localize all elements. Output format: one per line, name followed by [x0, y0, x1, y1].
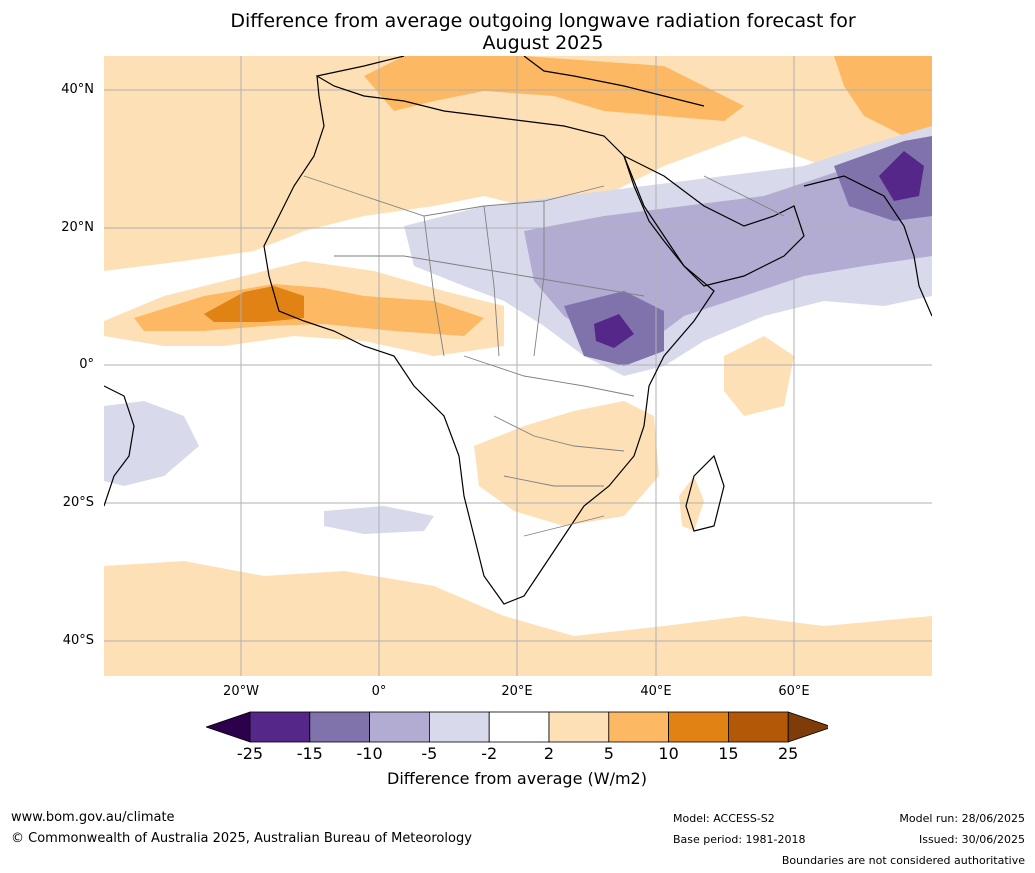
- anomaly-region-west-africa-core: [134, 284, 484, 336]
- colorbar-tick-label: 25: [778, 744, 799, 763]
- map-gridlines: [104, 56, 932, 676]
- colorbar-graphic: [204, 711, 834, 743]
- title-line-2: August 2025: [482, 32, 604, 54]
- colorbar: [204, 711, 834, 747]
- colorbar-segment: [668, 711, 729, 743]
- lon-label-40e: 40°E: [640, 684, 672, 699]
- chart-title: Difference from average outgoing longwav…: [130, 10, 956, 54]
- footer-disclaimer: Boundaries are not considered authoritat…: [781, 854, 1025, 867]
- footer-model-run: Model run: 28/06/2025: [899, 812, 1025, 825]
- colorbar-tick-label: 2: [543, 744, 555, 763]
- anomaly-region-central-asia: [834, 56, 932, 136]
- colorbar-segment: [428, 711, 490, 743]
- colorbar-segment: [608, 711, 669, 743]
- anomaly-region-southern-africa: [474, 401, 659, 526]
- colorbar-extend-low: [204, 711, 251, 743]
- footer-copyright: © Commonwealth of Australia 2025, Austra…: [11, 831, 472, 846]
- colorbar-segment: [309, 711, 371, 743]
- anomaly-region-south-positive: [104, 561, 932, 676]
- colorbar-tick-label: -10: [356, 744, 383, 763]
- lat-label-20s: 20°S: [62, 495, 94, 510]
- lon-label-20e: 20°E: [501, 684, 533, 699]
- coastlines: [104, 56, 932, 605]
- anomaly-region-east-africa-peak: [594, 314, 634, 348]
- lon-label-0: 0°: [371, 684, 387, 699]
- colorbar-segment: [249, 711, 311, 743]
- colorbar-tick-label: -2: [481, 744, 498, 763]
- colorbar-segment: [488, 711, 550, 743]
- title-line-1: Difference from average outgoing longwav…: [230, 10, 856, 32]
- colorbar-extend-high: [787, 711, 834, 743]
- lon-label-20w: 20°W: [223, 684, 259, 699]
- lat-label-40s: 40°S: [62, 633, 94, 648]
- anomaly-region-mediterranean: [364, 56, 744, 121]
- colorbar-tick-label: -15: [296, 744, 323, 763]
- colorbar-tick-label: -25: [236, 744, 264, 763]
- colorbar-tick-label: 10: [658, 744, 679, 763]
- colorbar-tick-label: -5: [421, 744, 438, 763]
- footer-model: Model: ACCESS-S2: [673, 812, 775, 825]
- olr-anomaly-map: [104, 56, 932, 676]
- colorbar-segment: [548, 711, 610, 743]
- footer-base-period: Base period: 1981-2018: [673, 833, 806, 846]
- colorbar-label: Difference from average (W/m2): [387, 769, 647, 788]
- anomaly-region-india-peak: [879, 151, 924, 201]
- anomaly-region-indian-ocean: [724, 336, 794, 416]
- lat-label-20n: 20°N: [61, 220, 94, 235]
- anomaly-region-atlantic-negative: [104, 401, 199, 486]
- map-canvas: [104, 56, 932, 676]
- colorbar-segment: [369, 711, 430, 743]
- colorbar-tick-label: 15: [718, 744, 739, 763]
- anomaly-region-west-africa-peak: [204, 286, 304, 322]
- lat-label-0: 0°: [79, 357, 94, 372]
- footer-website: www.bom.gov.au/climate: [11, 810, 175, 825]
- footer-issued: Issued: 30/06/2025: [918, 833, 1025, 846]
- lon-label-60e: 60°E: [778, 684, 810, 699]
- colorbar-segment: [728, 711, 789, 743]
- lat-label-40n: 40°N: [61, 82, 94, 97]
- colorbar-tick-label: 5: [603, 744, 614, 763]
- country-borders: [303, 175, 785, 537]
